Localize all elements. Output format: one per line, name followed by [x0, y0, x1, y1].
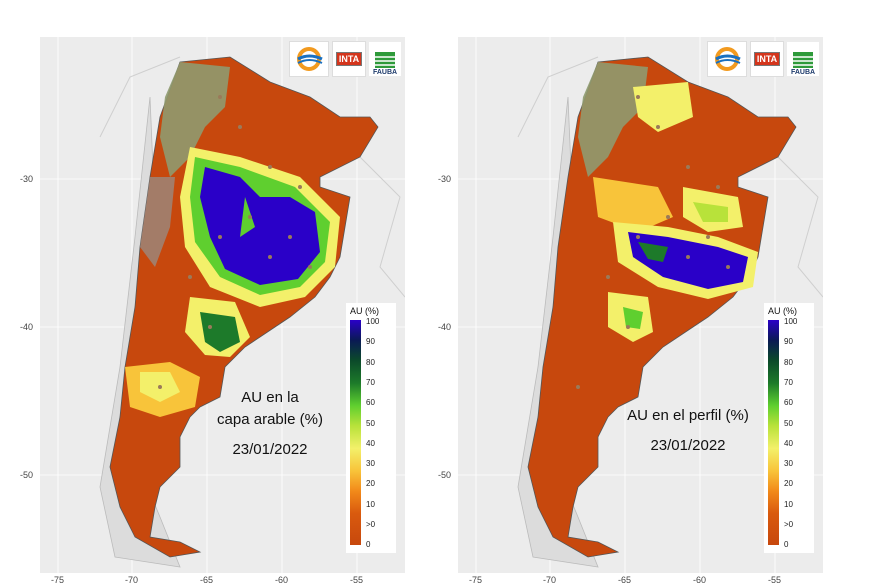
inta-logo: INTA	[332, 41, 366, 77]
legend-label: 50	[366, 418, 375, 428]
y-tick-label: -50	[438, 470, 452, 480]
x-tick-label: -60	[275, 575, 289, 585]
x-tick-label: -75	[51, 575, 65, 585]
legend-title: AU (%)	[350, 306, 379, 316]
x-tick-label: -65	[618, 575, 632, 585]
legend-label: 80	[784, 357, 793, 367]
fauba-logo: FAUBA	[369, 42, 401, 76]
y-tick-label: -50	[20, 470, 34, 480]
legend: AU (%) 100 90 80 70 60 50 40 30 20 10 >0 0	[346, 303, 396, 553]
legend-colorbar	[768, 320, 779, 545]
legend-label: 50	[784, 418, 793, 428]
map-panel-profile: INTA FAUBA AU (%) 100 90 80 70 60 50 40 30 20 10 >…	[458, 37, 823, 573]
legend-label: 20	[784, 479, 793, 489]
legend-label: 0	[784, 540, 789, 550]
legend-label: 80	[366, 357, 375, 367]
legend-label: 100	[366, 317, 380, 326]
y-tick-label: -30	[20, 174, 34, 184]
legend-label: 20	[366, 479, 375, 489]
legend-label: >0	[366, 520, 376, 529]
map-caption: AU en la capa arable (%) 23/01/2022	[200, 387, 340, 461]
legend-label: 10	[366, 499, 375, 509]
legend-label: 40	[784, 438, 793, 448]
x-tick-label: -65	[200, 575, 214, 585]
legend-label: 70	[366, 377, 375, 387]
legend-label: 90	[784, 337, 793, 347]
y-tick-label: -40	[20, 322, 34, 332]
caption-date: 23/01/2022	[650, 437, 726, 454]
legend-label: 0	[366, 540, 371, 550]
logos-group: INTA FAUBA	[289, 41, 401, 77]
legend-label: 10	[784, 499, 793, 509]
conicet-logo	[289, 41, 329, 77]
legend-label: 90	[366, 337, 375, 347]
legend: AU (%) 100 90 80 70 60 50 40 30 20 10 >0 0	[764, 303, 814, 553]
caption-line1: AU en el perfil (%)	[627, 407, 749, 424]
x-tick-label: -70	[125, 575, 139, 585]
legend-title: AU (%)	[768, 306, 797, 316]
x-tick-label: -55	[350, 575, 364, 585]
x-tick-label: -75	[469, 575, 483, 585]
legend-label: 40	[366, 438, 375, 448]
legend-label: 100	[784, 317, 798, 326]
x-tick-label: -55	[768, 575, 782, 585]
fauba-logo: FAUBA	[787, 42, 819, 76]
legend-colorbar	[350, 320, 361, 545]
y-tick-label: -30	[438, 174, 452, 184]
legend-label: >0	[784, 520, 794, 529]
caption-line2: capa arable (%)	[217, 411, 323, 428]
caption-date: 23/01/2022	[232, 441, 308, 458]
map-panel-arable-layer: INTA FAUBA AU (%) 100 90 80 70 60 50 40 30 20 10 >…	[40, 37, 405, 573]
x-tick-label: -70	[543, 575, 557, 585]
map-caption: AU en el perfil (%) 23/01/2022	[608, 405, 768, 457]
legend-label: 30	[366, 459, 375, 469]
argentina-map-arable	[40, 37, 405, 573]
argentina-map-profile	[458, 37, 823, 573]
legend-label: 30	[784, 459, 793, 469]
legend-label: 60	[784, 398, 793, 408]
legend-label: 70	[784, 377, 793, 387]
caption-line1: AU en la	[241, 389, 299, 406]
conicet-logo	[707, 41, 747, 77]
logos-group: INTA FAUBA	[707, 41, 819, 77]
legend-label: 60	[366, 398, 375, 408]
inta-logo: INTA	[750, 41, 784, 77]
x-tick-label: -60	[693, 575, 707, 585]
y-tick-label: -40	[438, 322, 452, 332]
